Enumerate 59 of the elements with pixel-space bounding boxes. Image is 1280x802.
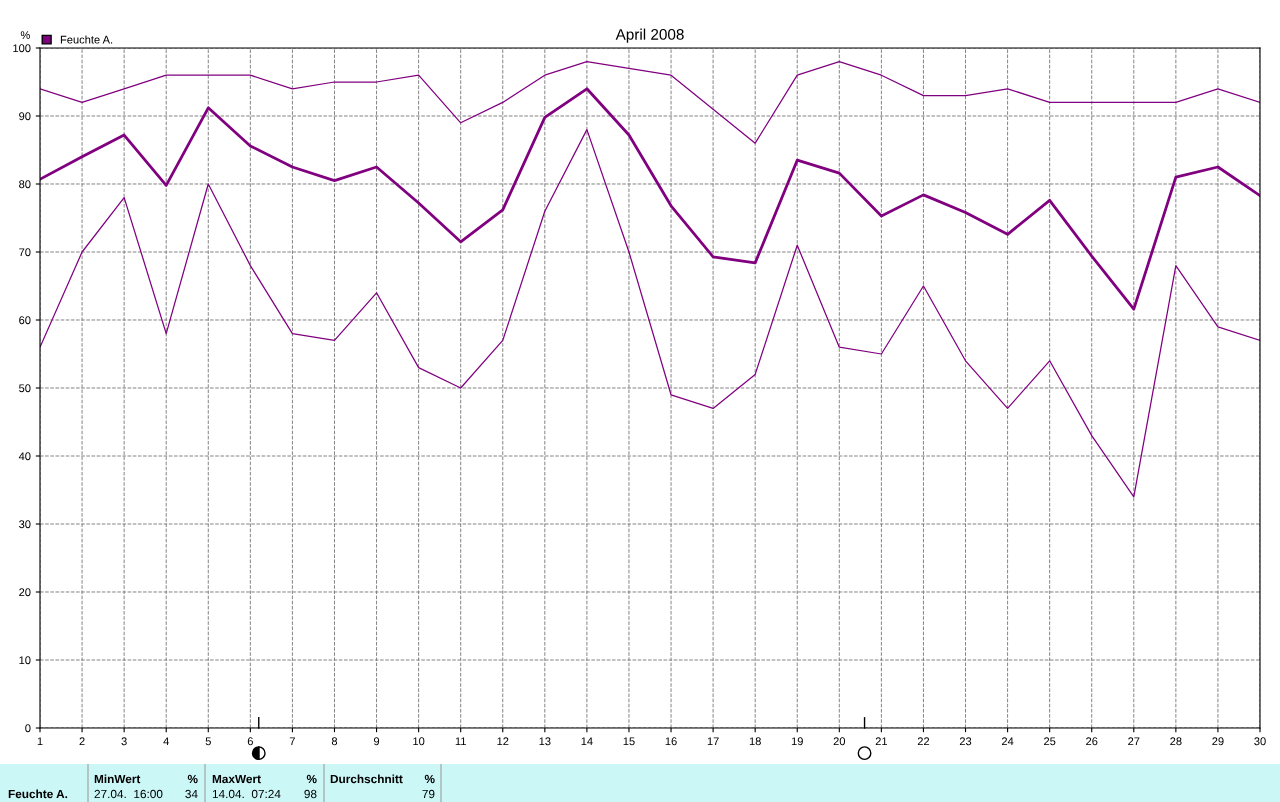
x-tick-label: 16 <box>665 737 677 746</box>
x-tick-label: 22 <box>917 737 930 746</box>
x-tick-label: 26 <box>1086 737 1098 746</box>
text: Durchschnitt <box>330 774 403 784</box>
x-tick-label: 9 <box>373 737 380 746</box>
chart-title: April 2008 <box>615 28 684 43</box>
y-tick-label: 30 <box>19 520 31 529</box>
x-tick-label: 12 <box>497 737 509 746</box>
y-tick-label: 20 <box>19 588 31 597</box>
line-series <box>40 87 1260 311</box>
x-tick-label: 5 <box>205 737 211 746</box>
y-tick-label: 40 <box>18 452 31 461</box>
text: % <box>187 774 198 784</box>
text: 34 <box>185 789 198 799</box>
x-tick-label: 21 <box>875 737 888 746</box>
text: 27.04. 16:00 <box>94 789 163 799</box>
x-tick-label: 25 <box>1044 737 1056 746</box>
text: MaxWert <box>212 774 261 784</box>
y-tick-label: 10 <box>19 656 31 665</box>
text: 98 <box>304 789 317 799</box>
y-tick-label: 100 <box>13 44 31 53</box>
y-tick-label: 50 <box>19 384 31 393</box>
text: % <box>424 774 435 784</box>
x-tick-label: 27 <box>1128 737 1140 746</box>
x-tick-label: 7 <box>289 737 295 746</box>
x-tick-label: 14 <box>581 737 593 746</box>
y-tick-label: 60 <box>19 316 31 325</box>
x-tick-label: 1 <box>37 737 43 746</box>
x-tick-label: 23 <box>959 737 972 746</box>
text: % <box>306 774 317 784</box>
x-tick-label: 3 <box>121 737 127 746</box>
x-tick-label: 28 <box>1170 737 1182 746</box>
x-tick-label: 17 <box>707 737 719 746</box>
x-tick-label: 29 <box>1212 737 1224 746</box>
text: Feuchte A. <box>8 789 68 799</box>
x-tick-label: 6 <box>247 737 253 746</box>
y-tick-label: 0 <box>25 724 31 733</box>
x-tick-label: 11 <box>455 737 466 746</box>
line-series <box>40 60 1260 144</box>
line-series <box>40 128 1260 498</box>
legend-label: Feuchte A. <box>60 35 113 44</box>
text: 79 <box>422 789 435 799</box>
x-tick-label: 20 <box>833 737 846 746</box>
y-tick-label: 80 <box>19 180 31 189</box>
x-tick-label: 2 <box>79 737 85 746</box>
y-tick-label: 70 <box>19 248 31 257</box>
x-tick-label: 8 <box>331 737 338 746</box>
x-tick-label: 19 <box>791 737 803 746</box>
text: MinWert <box>94 774 141 784</box>
x-tick-label: 24 <box>1001 737 1014 746</box>
text: 14.04. 07:24 <box>212 789 281 799</box>
x-tick-label: 13 <box>539 737 551 746</box>
x-tick-label: 4 <box>163 737 169 746</box>
x-tick-label: 10 <box>413 737 425 746</box>
x-tick-label: 18 <box>749 737 761 746</box>
x-tick-label: 15 <box>623 737 635 746</box>
x-tick-label: 30 <box>1254 737 1266 746</box>
y-axis-title: % <box>20 31 30 39</box>
y-tick-label: 90 <box>19 112 31 121</box>
